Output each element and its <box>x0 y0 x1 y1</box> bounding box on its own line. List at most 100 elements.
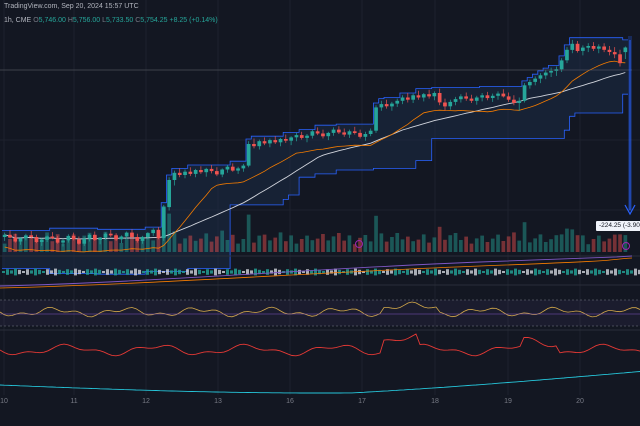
volume-bar <box>294 243 299 252</box>
volume-bar <box>501 241 506 252</box>
histogram-bar <box>306 269 309 275</box>
candle-body <box>480 95 484 98</box>
candle-body <box>278 139 283 143</box>
candle-body <box>549 70 553 73</box>
candle-body <box>108 233 113 236</box>
volume-bar <box>45 232 49 252</box>
histogram-bar <box>434 268 437 276</box>
histogram-bar <box>18 269 21 275</box>
x-tick-label: 10 <box>0 398 8 405</box>
candle-body <box>183 171 187 175</box>
volume-bar <box>299 239 304 252</box>
histogram-bar <box>86 269 89 275</box>
candle-body <box>236 168 240 171</box>
candle-body <box>39 239 44 242</box>
candle-body <box>130 232 134 237</box>
volume-bar <box>29 235 33 252</box>
candle-body <box>618 54 622 64</box>
histogram-bar <box>142 271 145 273</box>
measure-badge: -224.25 (-3.90 <box>596 221 640 231</box>
histogram-bar <box>46 269 49 275</box>
volume-bar <box>411 241 415 252</box>
histogram-bar <box>362 271 365 273</box>
histogram-bar <box>154 268 157 276</box>
candle-body <box>315 131 320 134</box>
volume-bar <box>597 235 601 252</box>
candle-body <box>225 166 230 170</box>
keltner-channel-upper-line <box>2 37 628 231</box>
measure-tool[interactable] <box>624 36 636 216</box>
histogram-bar <box>310 270 313 274</box>
volume-bar <box>230 234 235 252</box>
histogram-bar <box>374 268 377 276</box>
volume-bar <box>87 232 92 252</box>
low-label: L <box>102 17 107 24</box>
candle-body <box>119 236 124 240</box>
histogram-bar <box>66 269 69 275</box>
histogram-bar <box>206 269 209 275</box>
histogram-bar <box>522 271 525 273</box>
histogram-bar <box>582 271 585 273</box>
histogram-bar <box>214 268 217 276</box>
histogram-bar <box>194 268 197 276</box>
histogram-bar <box>178 269 181 275</box>
open-value: 5,746.00 <box>38 17 66 24</box>
histogram-bar <box>418 269 421 275</box>
candle-body <box>411 95 415 100</box>
candle-body <box>161 207 166 239</box>
candle-body <box>294 135 299 138</box>
histogram-bar <box>234 268 237 276</box>
event-marker-icon-2[interactable] <box>622 242 630 250</box>
histogram-bar <box>34 268 37 276</box>
histogram-bar <box>410 270 413 274</box>
candle-body <box>326 132 331 137</box>
candle-body <box>209 168 214 172</box>
volume-bar <box>34 238 39 252</box>
candle-body <box>8 234 12 238</box>
histogram-bar <box>370 270 373 274</box>
volume-bar <box>352 244 357 252</box>
candle-body <box>2 234 7 237</box>
candle-body <box>612 52 617 55</box>
candle-body <box>273 140 278 143</box>
volume-bar <box>257 235 262 252</box>
histogram-bar <box>426 269 429 275</box>
chart-source-label: TradingView.com, Sep 20, 2024 15:57 UTC <box>4 3 139 10</box>
volume-bar <box>379 233 384 252</box>
histogram-bar <box>218 269 221 275</box>
candle-body <box>443 102 447 107</box>
histogram-bar <box>486 269 489 275</box>
histogram-bar <box>530 270 533 274</box>
histogram-bar <box>390 270 393 274</box>
candle-body <box>374 107 378 131</box>
candle-body <box>496 93 500 96</box>
volume-bar <box>321 234 325 252</box>
histogram-bar <box>430 270 433 274</box>
x-tick-label: 16 <box>286 398 294 405</box>
candle-body <box>135 237 140 241</box>
histogram-bar <box>638 269 640 275</box>
candle-body <box>262 141 267 144</box>
histogram-bar <box>462 271 465 273</box>
candle-body <box>151 229 155 234</box>
candle-body <box>299 135 304 138</box>
x-tick-label: 19 <box>504 398 512 405</box>
event-marker-icon[interactable] <box>355 240 363 248</box>
candle-body <box>215 171 219 175</box>
x-tick-label: 17 <box>358 398 366 405</box>
volume-bar <box>108 241 113 252</box>
volume-bar <box>252 242 256 252</box>
volume-bar <box>156 231 161 252</box>
candle-body <box>421 94 426 98</box>
histogram-bar <box>190 270 193 274</box>
close-value: 5,754.25 <box>140 17 168 24</box>
histogram-bar <box>274 268 277 276</box>
volume-bar <box>246 214 251 252</box>
histogram-bar <box>378 269 381 275</box>
candle-body <box>591 46 596 49</box>
histogram-bar <box>258 269 261 275</box>
histogram-bar <box>626 269 629 275</box>
volume-bar <box>448 235 453 252</box>
volume-bar <box>241 239 246 252</box>
